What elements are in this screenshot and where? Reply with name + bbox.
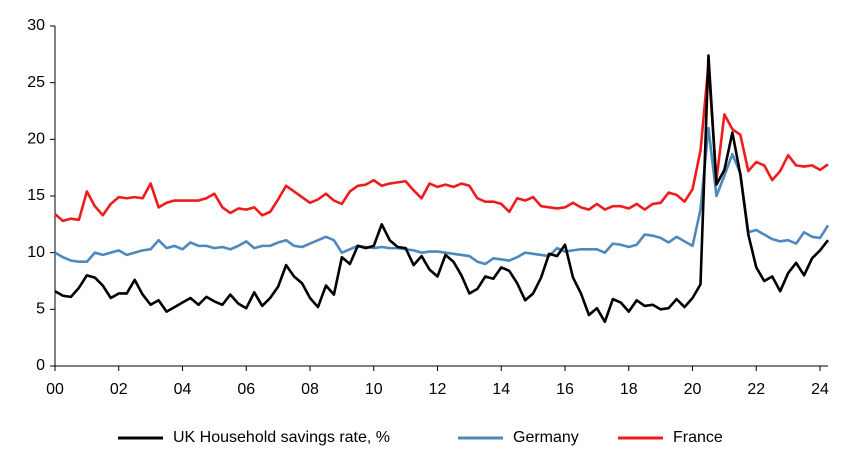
legend-label: France [673,429,723,446]
legend-label: Germany [513,429,579,446]
x-tick-label: 10 [365,381,383,398]
x-tick-label: 06 [237,381,255,398]
x-tick-label: 04 [174,381,192,398]
series-line [54,126,830,266]
x-tick-label: 20 [684,381,702,398]
x-tick-label: 12 [429,381,447,398]
legend-label: UK Household savings rate, % [173,429,390,446]
x-tick-label: 24 [811,381,829,398]
x-tick-label: 14 [492,381,510,398]
y-tick-label: 30 [27,17,45,34]
series-line [54,54,830,324]
x-tick-label: 02 [110,381,128,398]
y-tick-label: 25 [27,74,45,91]
y-tick-label: 0 [36,357,45,374]
y-tick-label: 5 [36,301,45,318]
series-line [54,63,829,223]
y-tick-label: 20 [27,131,45,148]
y-tick-label: 15 [27,187,45,204]
y-tick-label: 10 [27,244,45,261]
x-tick-label: 08 [301,381,319,398]
x-tick-label: 22 [747,381,765,398]
x-tick-label: 16 [556,381,574,398]
x-tick-label: 00 [46,381,64,398]
x-tick-label: 18 [620,381,638,398]
